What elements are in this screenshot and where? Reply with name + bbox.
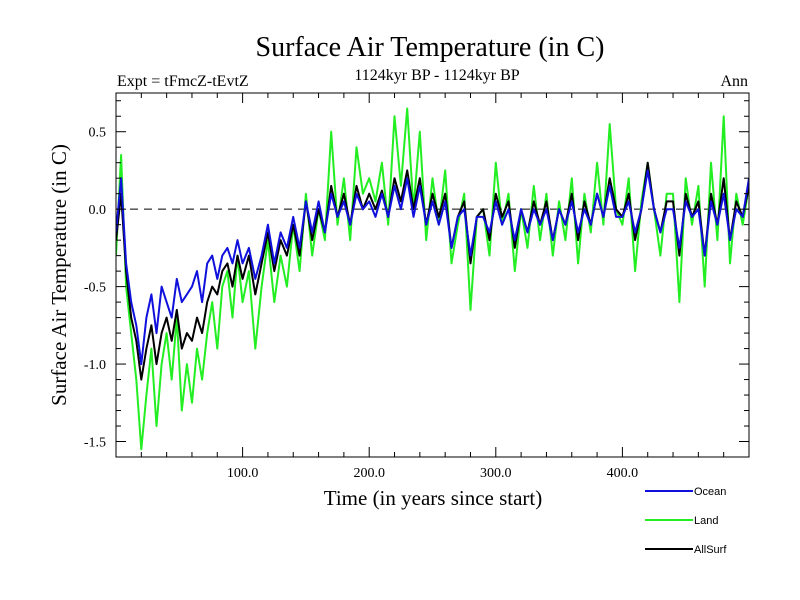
y-tick-label: -0.5 — [84, 281, 106, 296]
plot-frame — [115, 92, 750, 458]
legend-label-ocean: Ocean — [694, 486, 726, 498]
y-tick-label: -1.5 — [84, 436, 106, 451]
y-tick-label: -1.0 — [84, 358, 106, 373]
period-label: Ann — [720, 73, 748, 90]
x-tick-label: 400.0 — [607, 466, 639, 481]
y-tick-label: 0.5 — [89, 126, 107, 141]
y-tick-label: 0.0 — [89, 203, 107, 218]
x-axis-label: Time (in years since start) — [324, 486, 543, 510]
x-tick-label: 200.0 — [353, 466, 385, 481]
expt-label: Expt = tFmcZ-tEvtZ — [117, 73, 249, 90]
x-tick-label: 300.0 — [480, 466, 512, 481]
series-line-allsurf — [116, 161, 749, 381]
series-layer — [116, 107, 749, 451]
series-line-ocean — [116, 169, 749, 366]
legend-label-allsurf: AllSurf — [694, 544, 727, 556]
series-line-land — [116, 107, 749, 451]
axis-ticks: 100.0 200.0 300.0 400.0 -1.5 -1.0 -0.5 0.0 0.5 — [84, 93, 749, 481]
legend-label-land: Land — [694, 515, 718, 527]
y-axis-label: Surface Air Temperature (in C) — [47, 144, 71, 406]
x-tick-label: 100.0 — [227, 466, 259, 481]
legend: Ocean Land AllSurf — [645, 486, 727, 556]
chart-title: Surface Air Temperature (in C) — [256, 32, 605, 63]
chart-subtitle: 1124kyr BP - 1124kyr BP — [354, 67, 519, 84]
